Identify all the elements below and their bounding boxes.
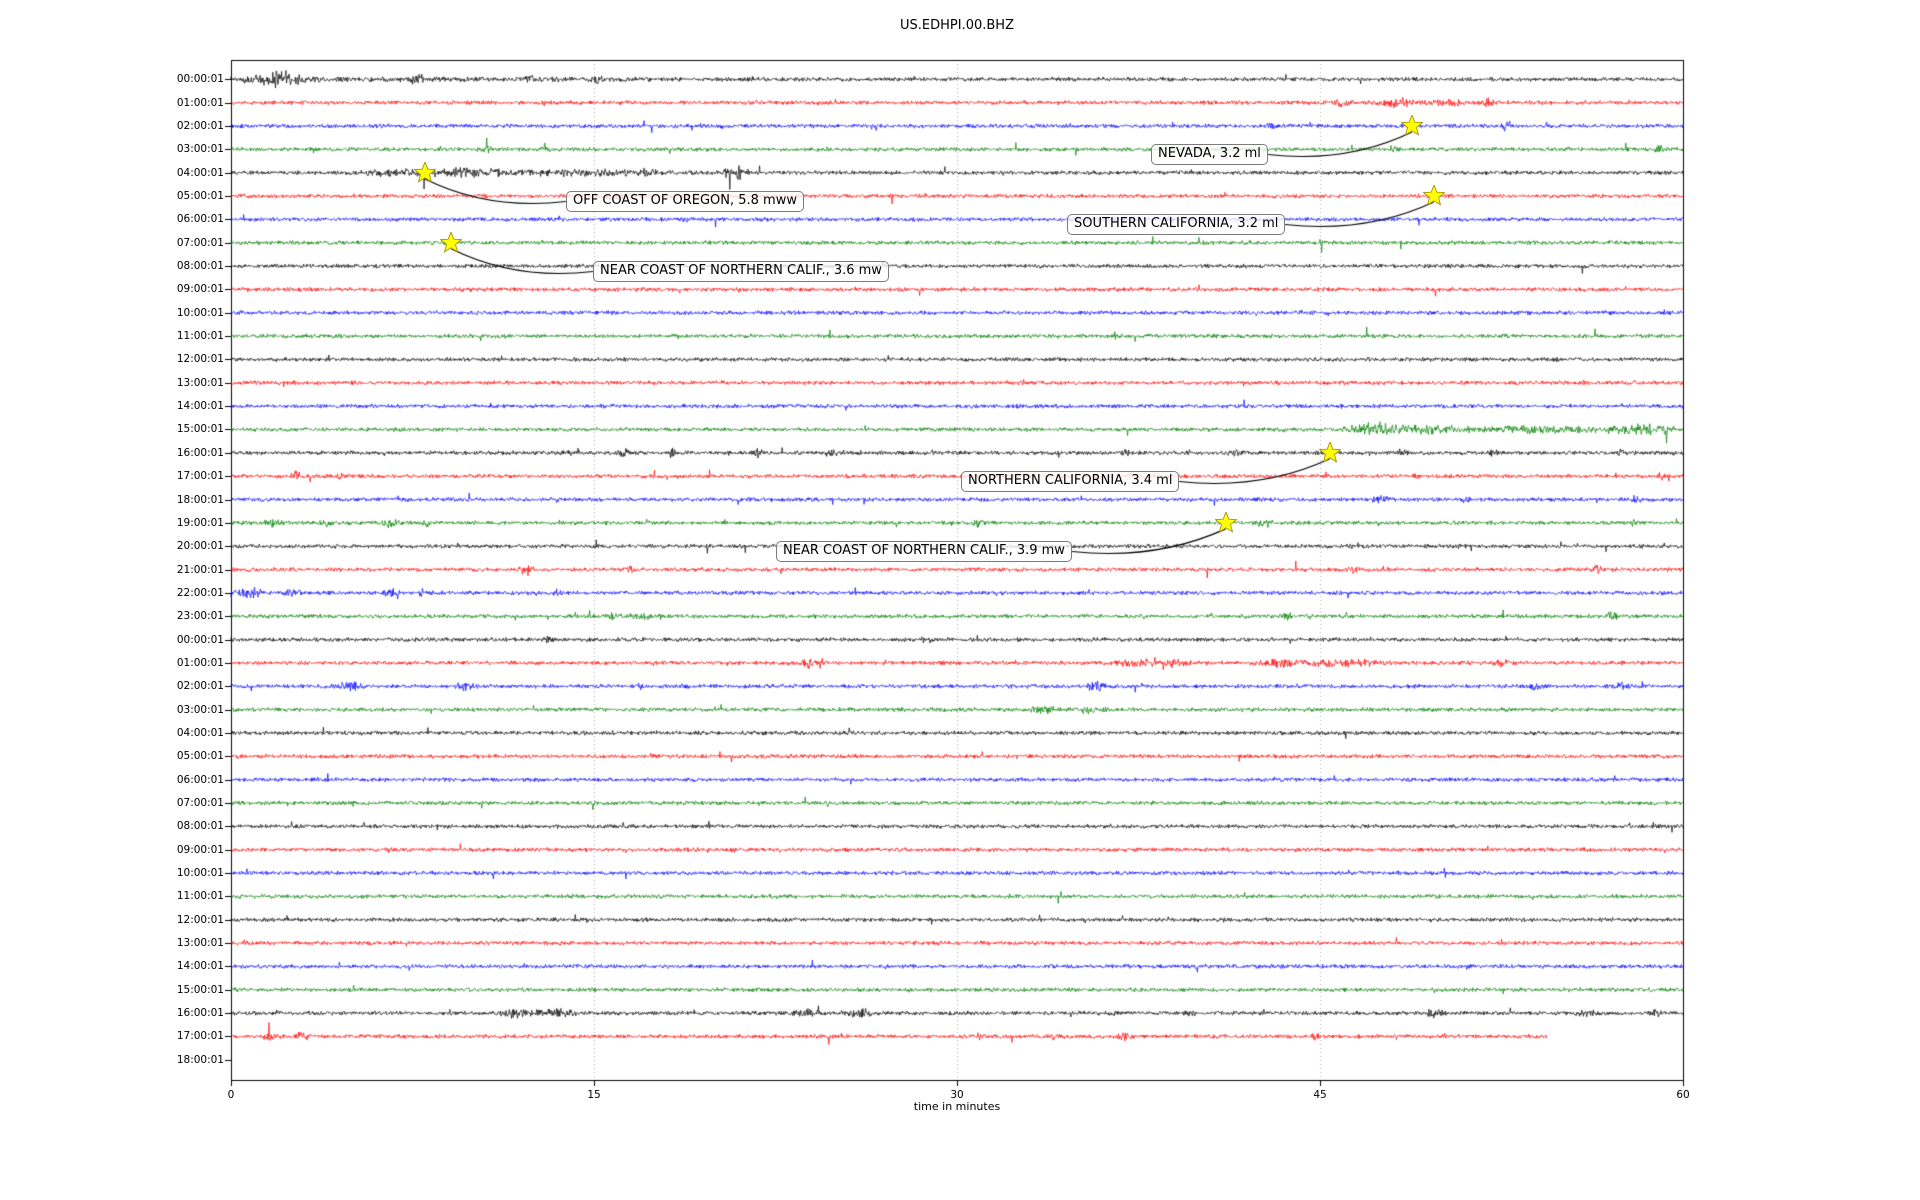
y-tick-label: 01:00:01 [176, 656, 224, 669]
event-star-icon [413, 161, 436, 183]
x-tick-label: 45 [1313, 1089, 1327, 1101]
y-tick-label: 12:00:01 [176, 353, 224, 366]
x-axis-label: time in minutes [913, 1100, 1001, 1113]
event-star-icon [1422, 185, 1445, 206]
y-tick-label: 09:00:01 [176, 283, 224, 296]
y-tick-label: 10:00:01 [176, 867, 224, 880]
y-tick-label: 23:00:01 [176, 610, 224, 623]
y-tick-label: 02:00:01 [176, 680, 224, 693]
y-tick-label: 16:00:01 [176, 1007, 224, 1020]
y-tick-label: 16:00:01 [176, 446, 224, 459]
y-tick-label: 06:00:01 [176, 213, 224, 226]
event-annotation: NEAR COAST OF NORTHERN CALIF., 3.6 mw [593, 261, 889, 282]
event-star-icon [440, 231, 463, 253]
y-tick-label: 13:00:01 [176, 376, 224, 389]
y-tick-label: 02:00:01 [176, 119, 224, 132]
x-tick-label: 60 [1676, 1089, 1690, 1101]
event-annotation: NORTHERN CALIFORNIA, 3.4 ml [961, 471, 1180, 492]
y-tick-label: 09:00:01 [176, 843, 224, 856]
y-tick-label: 22:00:01 [176, 586, 224, 599]
y-tick-label: 18:00:01 [176, 493, 224, 506]
x-tick-label: 15 [587, 1089, 601, 1101]
event-annotation: OFF COAST OF OREGON, 5.8 mww [566, 191, 804, 212]
y-tick-label: 03:00:01 [176, 703, 224, 716]
event-star-icon [1400, 114, 1423, 136]
y-tick-label: 14:00:01 [176, 960, 224, 973]
y-tick-label: 06:00:01 [176, 773, 224, 786]
y-tick-label: 05:00:01 [176, 190, 224, 203]
event-star-icon [1318, 441, 1341, 463]
y-tick-label: 08:00:01 [176, 820, 224, 833]
y-tick-label: 15:00:01 [176, 423, 224, 436]
plot-title: US.EDHPI.00.BHZ [900, 18, 1014, 33]
y-tick-label: 03:00:01 [176, 143, 224, 156]
y-tick-label: 10:00:01 [176, 306, 224, 319]
y-tick-label: 07:00:01 [176, 236, 224, 249]
y-tick-label: 00:00:01 [176, 73, 224, 86]
y-tick-label: 19:00:01 [176, 516, 224, 529]
y-tick-label: 11:00:01 [176, 890, 224, 903]
y-tick-label: 15:00:01 [176, 983, 224, 996]
event-star-icon [1214, 511, 1237, 533]
y-tick-label: 04:00:01 [176, 726, 224, 739]
y-tick-label: 00:00:01 [176, 633, 224, 646]
y-tick-label: 14:00:01 [176, 400, 224, 413]
y-tick-label: 08:00:01 [176, 260, 224, 273]
y-tick-label: 05:00:01 [176, 750, 224, 763]
event-annotation: NEAR COAST OF NORTHERN CALIF., 3.9 mw [776, 541, 1072, 562]
y-tick-label: 07:00:01 [176, 796, 224, 809]
y-tick-label: 20:00:01 [176, 540, 224, 553]
y-tick-label: 12:00:01 [176, 913, 224, 926]
x-tick-label: 0 [227, 1089, 235, 1101]
y-tick-label: 17:00:01 [176, 1030, 224, 1043]
x-tick-label: 30 [950, 1089, 964, 1101]
y-tick-label: 21:00:01 [176, 563, 224, 576]
y-tick-label: 17:00:01 [176, 470, 224, 483]
y-tick-label: 04:00:01 [176, 166, 224, 179]
y-tick-label: 13:00:01 [176, 937, 224, 950]
y-tick-label: 18:00:01 [176, 1053, 224, 1066]
event-annotation: SOUTHERN CALIFORNIA, 3.2 ml [1067, 214, 1286, 235]
event-annotation: NEVADA, 3.2 ml [1151, 144, 1268, 165]
y-tick-label: 11:00:01 [176, 330, 224, 343]
y-tick-label: 01:00:01 [176, 96, 224, 109]
